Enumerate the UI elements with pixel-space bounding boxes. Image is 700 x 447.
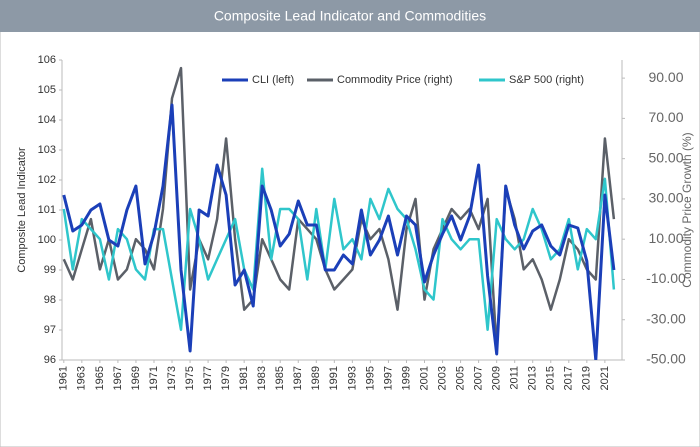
x-tick-label: 2009	[491, 366, 503, 390]
y-tick-label: 98	[44, 294, 56, 306]
x-tick-label: 2007	[473, 366, 485, 390]
y-tick-label: 99	[44, 264, 56, 276]
y-tick-label: 97	[44, 324, 56, 336]
y-tick-label: 103	[38, 144, 56, 156]
y-tick-label: 105	[38, 84, 56, 96]
x-tick-label: 1991	[328, 366, 340, 390]
x-tick-label: 1973	[166, 366, 178, 390]
y2-tick-label: 10.00	[648, 230, 683, 246]
series-line	[62, 66, 616, 352]
x-tick-label: 2015	[545, 366, 557, 390]
x-tick-label: 2011	[509, 366, 521, 390]
x-tick-label: 1975	[184, 366, 196, 390]
y-tick-label: 101	[38, 204, 56, 216]
x-tick-label: 1993	[346, 366, 358, 390]
x-tick-label: 2001	[418, 366, 430, 390]
x-tick-label: 1983	[256, 366, 268, 390]
title-bar	[0, 0, 700, 32]
x-tick-label: 1963	[76, 366, 88, 390]
y2-tick-label: -50.00	[646, 351, 686, 367]
legend-label: Commodity Price (right)	[337, 74, 453, 86]
x-tick-label: 2019	[581, 366, 593, 390]
chart-title: Composite Lead Indicator and Commodities	[214, 8, 486, 24]
y2-tick-label: 30.00	[648, 190, 683, 206]
x-tick-label: 2003	[436, 366, 448, 390]
y-tick-label: 96	[44, 354, 56, 366]
x-tick-label: 1977	[202, 366, 214, 390]
y2-tick-label: 50.00	[648, 149, 683, 165]
y2-axis-title: Commodity Price Growth (%)	[680, 132, 694, 287]
x-tick-label: 1997	[382, 366, 394, 390]
y-axis-title: Composite Lead Indicator	[16, 147, 28, 273]
x-tick-label: 1987	[292, 366, 304, 390]
series-line	[62, 103, 616, 360]
x-tick-label: 2013	[527, 366, 539, 390]
x-tick-label: 1981	[238, 366, 250, 390]
x-tick-label: 1985	[274, 366, 286, 390]
x-tick-label: 2017	[563, 366, 575, 390]
legend-label: CLI (left)	[252, 74, 294, 86]
x-tick-label: 1967	[112, 366, 124, 390]
y2-tick-label: 70.00	[648, 109, 683, 125]
x-tick-label: 2005	[454, 366, 466, 390]
y-tick-label: 106	[38, 54, 56, 66]
y2-tick-label: -10.00	[646, 270, 686, 286]
x-tick-label: 1971	[148, 366, 160, 390]
x-tick-label: 1979	[220, 366, 232, 390]
x-tick-label: 1999	[400, 366, 412, 390]
x-tick-label: 1961	[58, 366, 70, 390]
x-tick-label: 1995	[364, 366, 376, 390]
legend-label: S&P 500 (right)	[509, 74, 584, 86]
y-tick-label: 102	[38, 174, 56, 186]
x-tick-label: 1965	[94, 366, 106, 390]
y-tick-label: 104	[38, 114, 56, 126]
y2-tick-label: -30.00	[646, 310, 686, 326]
y-tick-label: 100	[38, 234, 56, 246]
y2-tick-label: 90.00	[648, 69, 683, 85]
x-tick-label: 1969	[130, 366, 142, 390]
x-tick-label: 2021	[599, 366, 611, 390]
x-tick-label: 1989	[310, 366, 322, 390]
